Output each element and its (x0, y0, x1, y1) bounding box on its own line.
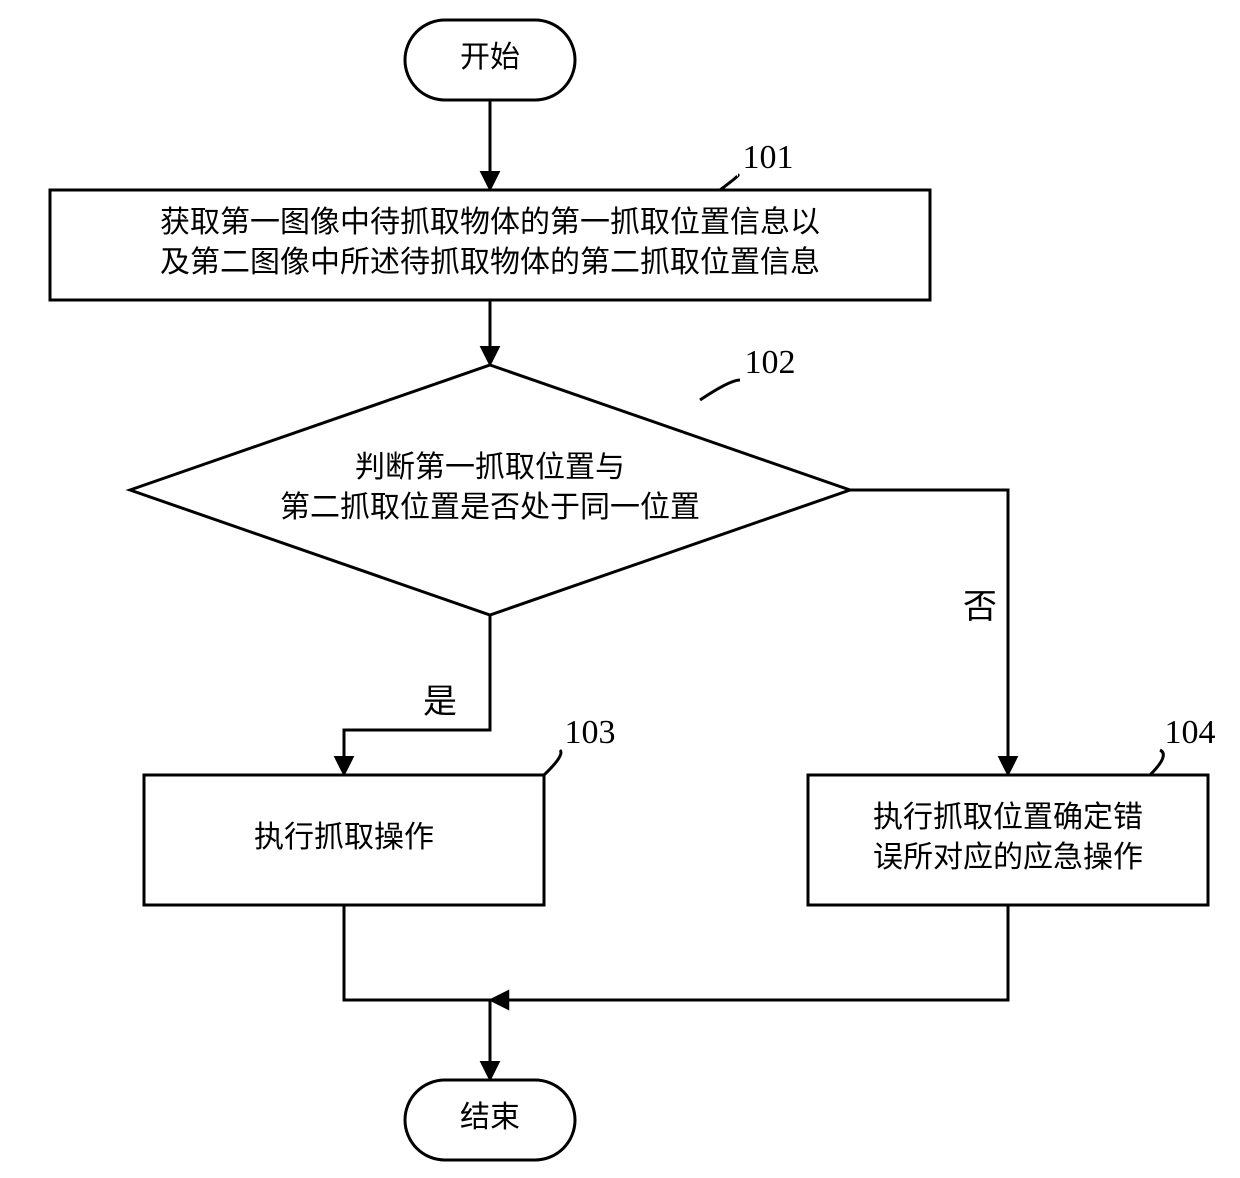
step-101-number: 101 (743, 139, 794, 176)
decision-102-number: 102 (745, 344, 796, 381)
step-104-text: 误所对应的应急操作 (873, 841, 1143, 874)
branch-yes-label: 是 (423, 684, 457, 721)
decision-102-leader (700, 380, 740, 400)
step-101-text: 获取第一图像中待抓取物体的第一抓取位置信息以 (160, 206, 820, 239)
step-104-number: 104 (1165, 714, 1216, 751)
edge-102-103 (344, 615, 490, 775)
start-node-label: 开始 (460, 41, 520, 74)
end-node-label: 结束 (460, 1101, 520, 1134)
step-103-text: 执行抓取操作 (254, 821, 434, 854)
edge-104-merge (490, 905, 1008, 1000)
step-104-leader (1150, 750, 1163, 775)
decision-102-text: 判断第一抓取位置与 (355, 451, 625, 484)
step-103-number: 103 (565, 714, 616, 751)
branch-no-label: 否 (963, 589, 997, 626)
decision-102-text: 第二抓取位置是否处于同一位置 (280, 491, 700, 524)
step-101-text: 及第二图像中所述待抓取物体的第二抓取位置信息 (160, 246, 820, 279)
step-103-leader (544, 750, 561, 775)
edge-102-104 (850, 490, 1008, 775)
step-104-text: 执行抓取位置确定错 (873, 801, 1143, 834)
edge-103-end (344, 905, 490, 1080)
step-101-leader (720, 175, 738, 190)
